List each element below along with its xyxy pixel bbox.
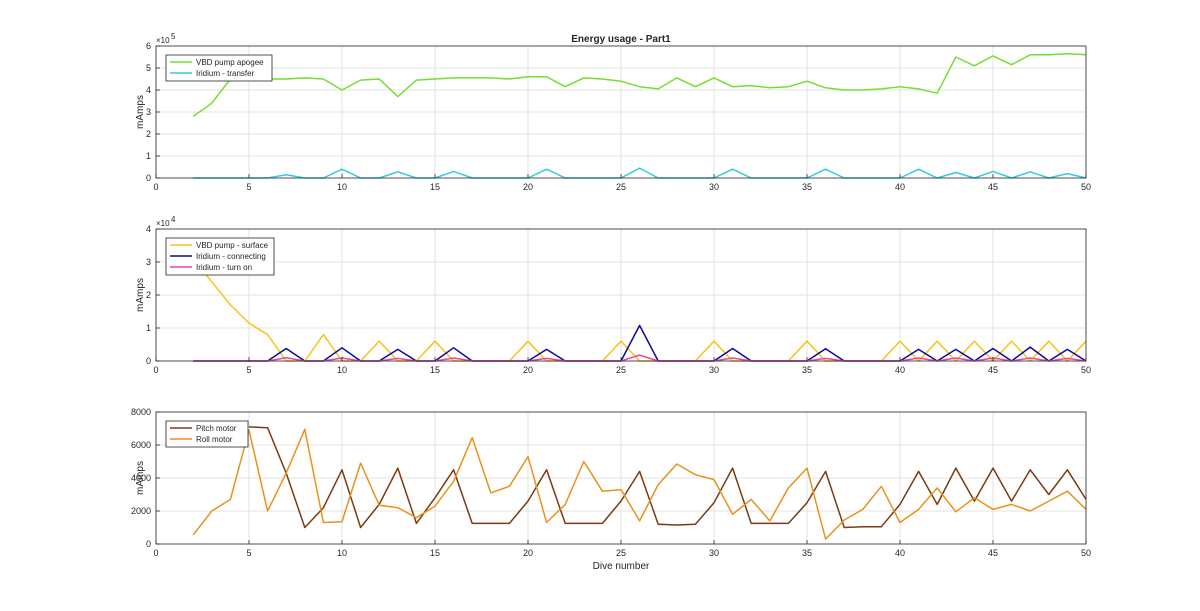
x-tick-label: 30 [709,182,719,192]
x-tick-label: 5 [246,548,251,558]
x-tick-label: 50 [1081,182,1091,192]
y-tick-label: 1 [146,151,151,161]
x-tick-label: 0 [153,548,158,558]
y-exponent: 4 [171,215,176,224]
y-tick-label: 4000 [131,473,151,483]
series-line-3-2 [192,428,1087,540]
x-tick-label: 10 [337,182,347,192]
legend: VBD pump apogee Iridium - transfer [165,54,273,82]
legend-box [165,237,275,276]
legend-label: Iridium - connecting [196,252,266,261]
x-tick-label: 40 [895,182,905,192]
series-line-3-1 [248,426,1087,529]
y-tick-label: 0 [146,173,151,183]
y-tick-label: 4 [146,85,151,95]
legend-label: Iridium - transfer [196,69,255,78]
y-tick-label: 1 [146,323,151,333]
y-tick-label: 8000 [131,407,151,417]
x-tick-label: 20 [523,365,533,375]
y-tick-label: 2 [146,129,151,139]
x-tick-label: 40 [895,365,905,375]
legend-label: VBD pump - surface [196,241,269,250]
x-tick-label: 50 [1081,548,1091,558]
y-axis-label: mAmps [135,278,146,312]
x-tick-label: 10 [337,365,347,375]
legend-label: Iridium - turn on [196,263,252,272]
legend-label: Pitch motor [196,424,237,433]
y-multiplier: ×10 [156,36,170,45]
legend: VBD pump - surface Iridium - connecting Ir… [165,237,275,276]
x-tick-label: 20 [523,182,533,192]
x-tick-label: 10 [337,548,347,558]
x-tick-label: 35 [802,182,812,192]
series-line-1-1 [192,52,1087,118]
y-tick-label: 3 [146,107,151,117]
x-tick-label: 15 [430,182,440,192]
legend-box [165,54,273,82]
x-tick-label: 5 [246,365,251,375]
x-tick-label: 25 [616,182,626,192]
y-tick-label: 3 [146,257,151,267]
x-tick-label: 25 [616,548,626,558]
y-exponent: 5 [171,32,176,41]
legend-label: VBD pump apogee [196,58,264,67]
y-tick-label: 5 [146,63,151,73]
y-axis-label: mAmps [135,461,146,495]
x-tick-label: 0 [153,365,158,375]
x-tick-label: 15 [430,365,440,375]
x-tick-label: 35 [802,548,812,558]
x-tick-label: 30 [709,548,719,558]
y-tick-label: 0 [146,356,151,366]
x-tick-label: 0 [153,182,158,192]
panel-3: 0 5 10 15 20 25 30 35 40 45 50 0 2000 4000 6000 8000 mAm… [131,407,1091,572]
y-tick-label: 2 [146,290,151,300]
legend-box [165,420,249,448]
y-tick-label: 0 [146,539,151,549]
x-tick-label: 45 [988,182,998,192]
x-tick-label: 45 [988,365,998,375]
x-tick-label: 15 [430,548,440,558]
y-tick-label: 6 [146,41,151,51]
y-multiplier: ×10 [156,219,170,228]
x-tick-label: 30 [709,365,719,375]
chart-title: Energy usage - Part1 [571,34,671,45]
y-tick-label: 6000 [131,440,151,450]
x-tick-label: 35 [802,365,812,375]
y-axis-label: mAmps [135,95,146,129]
x-tick-label: 5 [246,182,251,192]
y-tick-label: 4 [146,224,151,234]
x-tick-label: 20 [523,548,533,558]
x-tick-label: 45 [988,548,998,558]
x-tick-label: 50 [1081,365,1091,375]
x-tick-label: 25 [616,365,626,375]
legend-label: Roll motor [196,435,233,444]
x-axis-label: Dive number [593,561,650,572]
legend: Pitch motor Roll motor [165,420,249,448]
x-tick-label: 40 [895,548,905,558]
y-tick-label: 2000 [131,506,151,516]
